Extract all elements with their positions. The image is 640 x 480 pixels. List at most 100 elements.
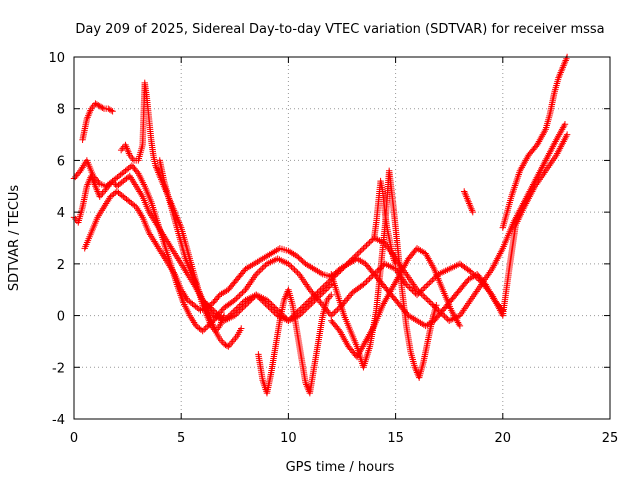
data-point — [118, 192, 125, 199]
data-point — [346, 292, 354, 299]
data-series — [70, 53, 571, 397]
data-point — [115, 189, 122, 196]
data-point — [314, 294, 321, 302]
data-point — [223, 342, 231, 349]
data-point — [469, 208, 476, 216]
data-point — [424, 281, 431, 288]
data-point — [442, 314, 450, 321]
data-point — [237, 306, 245, 313]
data-point — [419, 285, 427, 293]
data-point — [196, 325, 203, 332]
data-point — [129, 155, 136, 162]
data-point — [423, 282, 430, 290]
data-point — [364, 240, 372, 248]
data-point — [563, 131, 571, 138]
data-point — [109, 108, 116, 115]
y-tick-label: -4 — [52, 413, 65, 428]
x-tick-label: 5 — [177, 431, 185, 446]
x-axis-label: GPS time / hours — [286, 460, 395, 475]
data-point — [184, 296, 191, 304]
data-point — [360, 281, 367, 288]
data-point — [260, 263, 268, 271]
data-point — [274, 307, 281, 314]
data-point — [309, 299, 317, 306]
data-point — [108, 192, 116, 199]
data-point — [456, 322, 464, 330]
data-point — [276, 308, 283, 316]
data-point — [406, 284, 413, 291]
data-point — [335, 326, 342, 333]
data-point — [194, 304, 201, 312]
chart-title: Day 209 of 2025, Sidereal Day-to-day VTE… — [75, 22, 604, 37]
data-point — [363, 242, 370, 249]
data-point — [115, 181, 122, 189]
y-tick-label: 0 — [57, 310, 65, 325]
data-point — [292, 268, 300, 275]
series-track-m — [199, 281, 335, 324]
data-point — [117, 146, 125, 154]
data-point — [429, 301, 436, 308]
data-point — [194, 324, 202, 331]
series-track-f — [156, 157, 245, 350]
data-point — [329, 310, 337, 318]
data-point — [392, 260, 399, 268]
data-point — [117, 171, 124, 178]
data-point — [426, 298, 433, 305]
y-axis-ticks: -4 -2 0 2 4 6 8 10 — [48, 51, 610, 428]
x-axis-ticks: 0 5 10 15 20 25 — [70, 57, 618, 446]
data-point — [561, 121, 569, 128]
data-point — [532, 143, 540, 150]
data-point — [229, 338, 236, 345]
data-point — [99, 189, 106, 197]
data-point — [204, 323, 211, 330]
data-point — [262, 262, 269, 269]
data-point — [199, 327, 206, 335]
data-point — [279, 311, 286, 319]
data-point — [213, 310, 220, 317]
data-point — [268, 301, 275, 308]
data-point — [298, 309, 306, 316]
data-point — [367, 237, 375, 245]
data-point — [116, 180, 124, 187]
data-point — [237, 290, 245, 298]
data-point — [75, 169, 83, 176]
series-track-g — [255, 286, 335, 397]
series-track-i — [370, 177, 399, 268]
data-point — [271, 304, 278, 311]
data-point — [120, 193, 127, 200]
series-track-c — [79, 100, 116, 143]
data-point — [211, 308, 219, 316]
data-point — [259, 265, 266, 272]
data-point — [193, 322, 200, 330]
data-point — [239, 289, 246, 296]
data-point — [189, 300, 196, 308]
data-point — [240, 303, 248, 310]
data-point — [285, 260, 292, 268]
data-point — [230, 336, 238, 343]
plot-frame — [73, 56, 611, 420]
data-point — [266, 299, 274, 307]
data-point — [357, 248, 364, 255]
data-point — [226, 341, 233, 349]
data-point — [123, 196, 130, 203]
data-point — [363, 278, 370, 285]
data-point — [297, 310, 304, 318]
data-point — [115, 172, 123, 180]
data-point — [257, 266, 265, 273]
data-point — [233, 310, 240, 318]
data-point — [205, 302, 212, 310]
x-tick-label: 15 — [387, 431, 404, 446]
data-point — [499, 307, 506, 314]
data-point — [413, 286, 421, 293]
data-point — [272, 305, 280, 313]
data-point — [107, 193, 114, 200]
data-point — [113, 188, 121, 195]
data-point — [123, 175, 130, 182]
data-point — [367, 273, 375, 281]
series-track-l — [328, 245, 464, 361]
data-point — [202, 299, 209, 307]
data-point — [99, 104, 106, 112]
data-point — [126, 198, 133, 205]
data-point — [249, 294, 257, 302]
